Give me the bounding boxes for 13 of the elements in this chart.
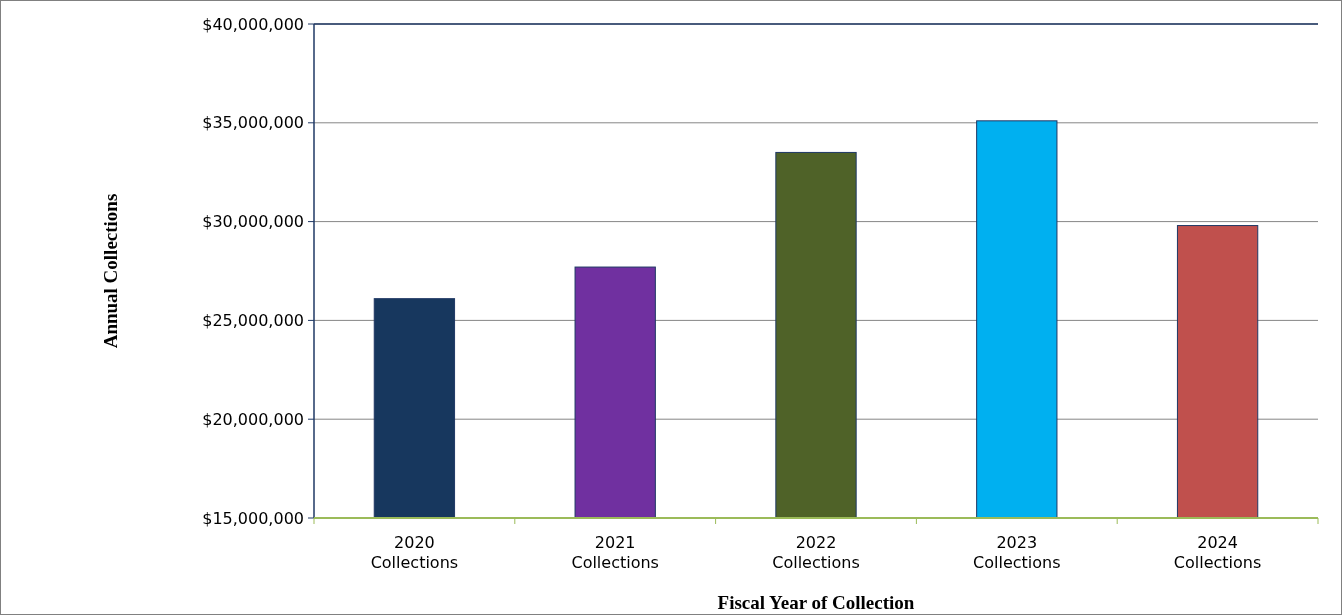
x-tick-label: 2024 Collections	[1173, 533, 1262, 572]
y-tick-label: $25,000,000	[202, 311, 304, 330]
y-tick-label: $35,000,000	[202, 113, 304, 133]
y-axis-title: Annual Collections	[100, 193, 121, 349]
x-tick-label: 2021 Collections	[571, 533, 659, 572]
y-tick-label: $20,000,000	[202, 409, 304, 429]
x-axis-title: Fiscal Year of Collection	[717, 592, 915, 613]
x-tick-label: 2020 Collections	[370, 533, 459, 572]
y-tick-label: $30,000,000	[202, 212, 304, 232]
y-tick-label: $40,000,000	[202, 14, 304, 34]
y-tick-label: $15,000,000	[202, 508, 304, 528]
x-tick-label: 2023 Collections	[973, 533, 1061, 572]
x-tick-label: 2022 Collections	[772, 533, 860, 572]
